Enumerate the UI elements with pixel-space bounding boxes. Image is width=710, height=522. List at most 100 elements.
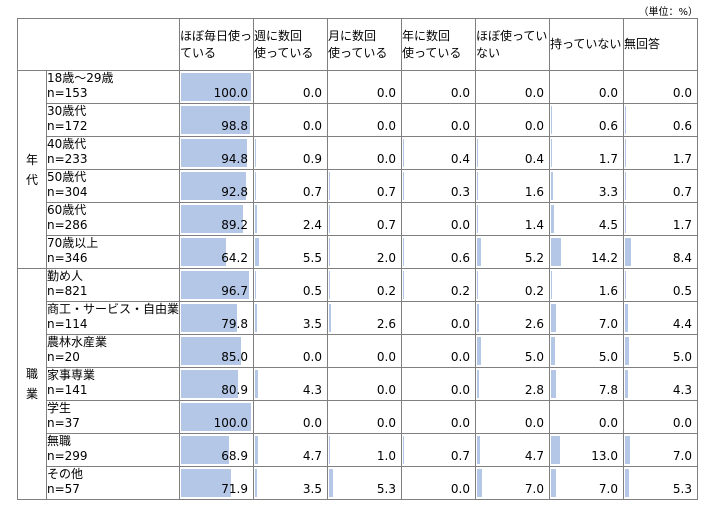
value-number: 4.5 bbox=[598, 218, 618, 232]
value-cell: 0.0 bbox=[475, 103, 550, 137]
value-number: 89.2 bbox=[221, 218, 248, 232]
value-cell: 5.2 bbox=[475, 235, 550, 269]
group-label-char: 職 bbox=[25, 367, 38, 381]
row-label-n: n=57 bbox=[47, 482, 80, 496]
row-label-n: n=141 bbox=[47, 383, 88, 397]
row-label-n: n=299 bbox=[47, 449, 88, 463]
value-bar bbox=[181, 238, 226, 266]
value-bar bbox=[625, 469, 629, 497]
group-label: 年代 bbox=[17, 70, 47, 269]
value-cell: 0.4 bbox=[475, 136, 550, 170]
row-label: 商工・サービス・自由業 n=114 bbox=[46, 301, 180, 335]
value-number: 5.0 bbox=[524, 350, 544, 364]
value-cell: 7.0 bbox=[623, 433, 698, 467]
row-label-n: n=233 bbox=[47, 152, 88, 166]
value-number: 5.5 bbox=[302, 251, 322, 265]
value-cell: 2.4 bbox=[253, 202, 328, 236]
value-number: 0.0 bbox=[450, 86, 470, 100]
value-cell: 3.5 bbox=[253, 301, 328, 335]
value-cell: 5.3 bbox=[327, 466, 402, 500]
value-bar bbox=[181, 106, 251, 134]
row-label-name: 農林水産業 bbox=[47, 335, 108, 349]
value-number: 0.6 bbox=[672, 119, 692, 133]
value-bar bbox=[329, 304, 331, 332]
value-cell: 5.0 bbox=[549, 334, 624, 368]
value-cell: 89.2 bbox=[179, 202, 254, 236]
row-label-name: 60歳代 bbox=[47, 203, 87, 217]
value-number: 3.3 bbox=[598, 185, 618, 199]
value-cell: 7.0 bbox=[475, 466, 550, 500]
value-cell: 14.2 bbox=[549, 235, 624, 269]
value-number: 5.3 bbox=[672, 482, 692, 496]
column-header-line1: 無回答 bbox=[624, 37, 661, 51]
value-number: 1.6 bbox=[524, 185, 544, 199]
value-cell: 8.4 bbox=[623, 235, 698, 269]
value-cell: 4.7 bbox=[475, 433, 550, 467]
value-number: 2.0 bbox=[376, 251, 396, 265]
table-body: 年代 18歳～29歳 n=153 100.0 0.0 0.0 0.0 0.0 0.0 0.0 30歳… bbox=[17, 70, 698, 500]
value-bar bbox=[181, 370, 238, 398]
value-bar bbox=[329, 436, 330, 464]
column-header: 持っていない bbox=[549, 18, 624, 71]
value-number: 3.5 bbox=[302, 317, 322, 331]
value-number: 0.3 bbox=[450, 185, 470, 199]
value-cell: 0.0 bbox=[327, 367, 402, 401]
row-label-name: 30歳代 bbox=[47, 104, 87, 118]
value-cell: 79.8 bbox=[179, 301, 254, 335]
value-cell: 100.0 bbox=[179, 70, 254, 104]
value-number: 0.0 bbox=[302, 119, 322, 133]
table-row: 商工・サービス・自由業 n=114 79.8 3.5 2.6 0.0 2.6 7.0 4.4 bbox=[18, 301, 698, 335]
value-cell: 7.8 bbox=[549, 367, 624, 401]
value-cell: 5.0 bbox=[623, 334, 698, 368]
value-cell: 4.7 bbox=[253, 433, 328, 467]
value-number: 0.4 bbox=[450, 152, 470, 166]
row-label: 学生 n=37 bbox=[46, 400, 180, 434]
value-cell: 0.0 bbox=[475, 70, 550, 104]
row-label: 家事専業 n=141 bbox=[46, 367, 180, 401]
value-number: 85.0 bbox=[221, 350, 248, 364]
value-cell: 5.0 bbox=[475, 334, 550, 368]
value-cell: 0.0 bbox=[327, 334, 402, 368]
value-bar bbox=[625, 304, 629, 332]
value-bar bbox=[551, 238, 561, 266]
value-number: 0.2 bbox=[450, 284, 470, 298]
value-number: 1.7 bbox=[672, 218, 692, 232]
value-cell: 0.0 bbox=[327, 70, 402, 104]
value-number: 100.0 bbox=[213, 86, 248, 100]
value-cell: 0.2 bbox=[475, 268, 550, 302]
table-row: 家事専業 n=141 80.9 4.3 0.0 0.0 2.8 7.8 4.3 bbox=[18, 367, 698, 401]
value-cell: 0.0 bbox=[549, 400, 624, 434]
value-cell: 0.7 bbox=[623, 169, 698, 203]
value-number: 100.0 bbox=[213, 416, 248, 430]
value-number: 4.4 bbox=[672, 317, 692, 331]
value-cell: 100.0 bbox=[179, 400, 254, 434]
value-cell: 98.8 bbox=[179, 103, 254, 137]
value-cell: 2.0 bbox=[327, 235, 402, 269]
value-number: 71.9 bbox=[221, 482, 248, 496]
value-number: 5.0 bbox=[598, 350, 618, 364]
value-number: 0.9 bbox=[302, 152, 322, 166]
row-label-n: n=37 bbox=[47, 416, 80, 430]
column-header-line2: 使っている bbox=[328, 45, 388, 60]
row-label: その他 n=57 bbox=[46, 466, 180, 500]
value-number: 0.5 bbox=[302, 284, 322, 298]
value-number: 0.0 bbox=[302, 350, 322, 364]
value-number: 0.0 bbox=[524, 119, 544, 133]
value-cell: 0.0 bbox=[253, 103, 328, 137]
value-bar bbox=[255, 304, 258, 332]
value-number: 2.6 bbox=[524, 317, 544, 331]
value-bar bbox=[477, 469, 482, 497]
value-number: 0.6 bbox=[598, 119, 618, 133]
value-number: 0.7 bbox=[672, 185, 692, 199]
row-label-n: n=20 bbox=[47, 350, 80, 364]
group-label-char: 業 bbox=[25, 387, 38, 401]
value-bar bbox=[477, 337, 481, 365]
value-cell: 0.0 bbox=[327, 103, 402, 137]
value-number: 0.0 bbox=[450, 119, 470, 133]
value-bar bbox=[255, 205, 257, 233]
table-row: 学生 n=37 100.0 0.0 0.0 0.0 0.0 0.0 0.0 bbox=[18, 400, 698, 434]
value-number: 0.2 bbox=[524, 284, 544, 298]
row-label-n: n=346 bbox=[47, 251, 88, 265]
value-number: 1.7 bbox=[598, 152, 618, 166]
value-number: 0.0 bbox=[524, 86, 544, 100]
